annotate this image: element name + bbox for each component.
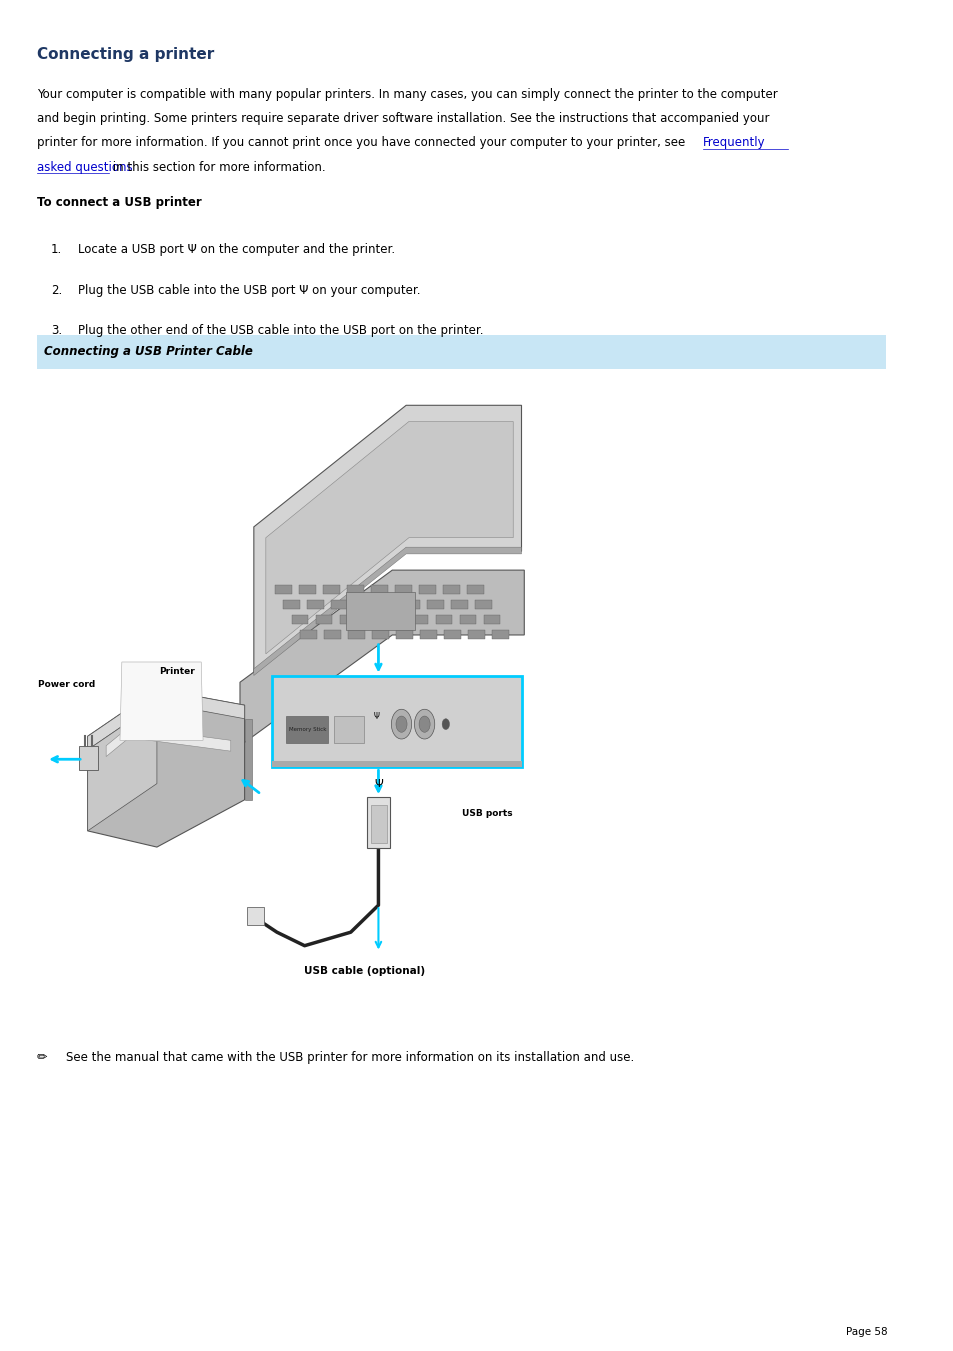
Bar [363, 615, 380, 624]
Bar [395, 630, 412, 639]
Bar [443, 630, 460, 639]
Text: and begin printing. Some printers require separate driver software installation.: and begin printing. Some printers requir… [37, 112, 769, 126]
Bar [315, 615, 332, 624]
Text: See the manual that came with the USB printer for more information on its instal: See the manual that came with the USB pr… [67, 1051, 634, 1065]
Bar [274, 585, 292, 594]
Polygon shape [266, 422, 513, 654]
Text: Memory Stick: Memory Stick [289, 727, 326, 732]
Bar [436, 615, 452, 624]
Text: 1.: 1. [51, 243, 62, 257]
Bar [419, 630, 436, 639]
Bar [371, 585, 387, 594]
Text: Power cord: Power cord [38, 680, 95, 689]
Text: Ψ: Ψ [374, 712, 379, 720]
Polygon shape [88, 689, 244, 847]
Text: 2.: 2. [51, 284, 62, 297]
Circle shape [395, 716, 407, 732]
Text: Printer: Printer [159, 666, 195, 676]
Polygon shape [253, 547, 521, 676]
Bar [387, 615, 404, 624]
Text: Frequently: Frequently [702, 136, 765, 150]
Bar [367, 797, 390, 848]
Bar [244, 719, 252, 800]
Bar [339, 615, 355, 624]
Bar [299, 630, 316, 639]
Text: ✏: ✏ [37, 1051, 48, 1065]
Bar [372, 630, 388, 639]
Polygon shape [88, 703, 156, 831]
Bar [483, 615, 499, 624]
Text: Connecting a USB Printer Cable: Connecting a USB Printer Cable [44, 346, 253, 358]
Text: To connect a USB printer: To connect a USB printer [37, 196, 201, 209]
Text: printer for more information. If you cannot print once you have connected your c: printer for more information. If you can… [37, 136, 688, 150]
Bar [418, 585, 436, 594]
Polygon shape [253, 405, 521, 673]
Bar [371, 805, 386, 843]
Bar [247, 907, 264, 925]
Bar [79, 746, 98, 770]
Bar [451, 600, 468, 609]
Bar [395, 585, 412, 594]
Bar [347, 585, 363, 594]
Polygon shape [240, 570, 524, 746]
Bar [355, 600, 372, 609]
FancyBboxPatch shape [37, 335, 885, 369]
FancyBboxPatch shape [272, 676, 521, 767]
Polygon shape [120, 662, 203, 740]
Text: Your computer is compatible with many popular printers. In many cases, you can s: Your computer is compatible with many po… [37, 88, 777, 101]
Text: Plug the other end of the USB cable into the USB port on the printer.: Plug the other end of the USB cable into… [78, 324, 483, 338]
Bar [468, 630, 484, 639]
Bar [298, 585, 315, 594]
Circle shape [418, 716, 430, 732]
Text: USB ports: USB ports [461, 809, 512, 817]
Bar [346, 592, 415, 630]
Bar [379, 600, 395, 609]
Text: in this section for more information.: in this section for more information. [109, 161, 325, 174]
Circle shape [391, 709, 412, 739]
Bar [492, 630, 508, 639]
Bar [323, 585, 339, 594]
Circle shape [441, 719, 449, 730]
Text: 3.: 3. [51, 324, 62, 338]
Polygon shape [106, 727, 231, 757]
Bar [286, 716, 327, 743]
Text: Plug the USB cable into the USB port Ψ on your computer.: Plug the USB cable into the USB port Ψ o… [78, 284, 420, 297]
Polygon shape [88, 689, 244, 750]
Text: Ψ: Ψ [374, 778, 382, 789]
Text: Locate a USB port Ψ on the computer and the printer.: Locate a USB port Ψ on the computer and … [78, 243, 395, 257]
Bar [459, 615, 476, 624]
Bar [442, 585, 459, 594]
Bar [334, 716, 363, 743]
Bar [324, 630, 340, 639]
Bar [283, 600, 299, 609]
Bar [427, 600, 443, 609]
Text: Page 58: Page 58 [845, 1328, 887, 1337]
Circle shape [414, 709, 435, 739]
Bar [307, 600, 324, 609]
Bar [292, 615, 308, 624]
Text: USB cable (optional): USB cable (optional) [304, 966, 425, 975]
Bar [403, 600, 419, 609]
Bar [475, 600, 492, 609]
Text: Connecting a printer: Connecting a printer [37, 47, 213, 62]
Text: asked questions: asked questions [37, 161, 132, 174]
Polygon shape [272, 761, 521, 767]
Bar [331, 600, 348, 609]
Bar [348, 630, 364, 639]
Bar [412, 615, 428, 624]
Bar [467, 585, 483, 594]
